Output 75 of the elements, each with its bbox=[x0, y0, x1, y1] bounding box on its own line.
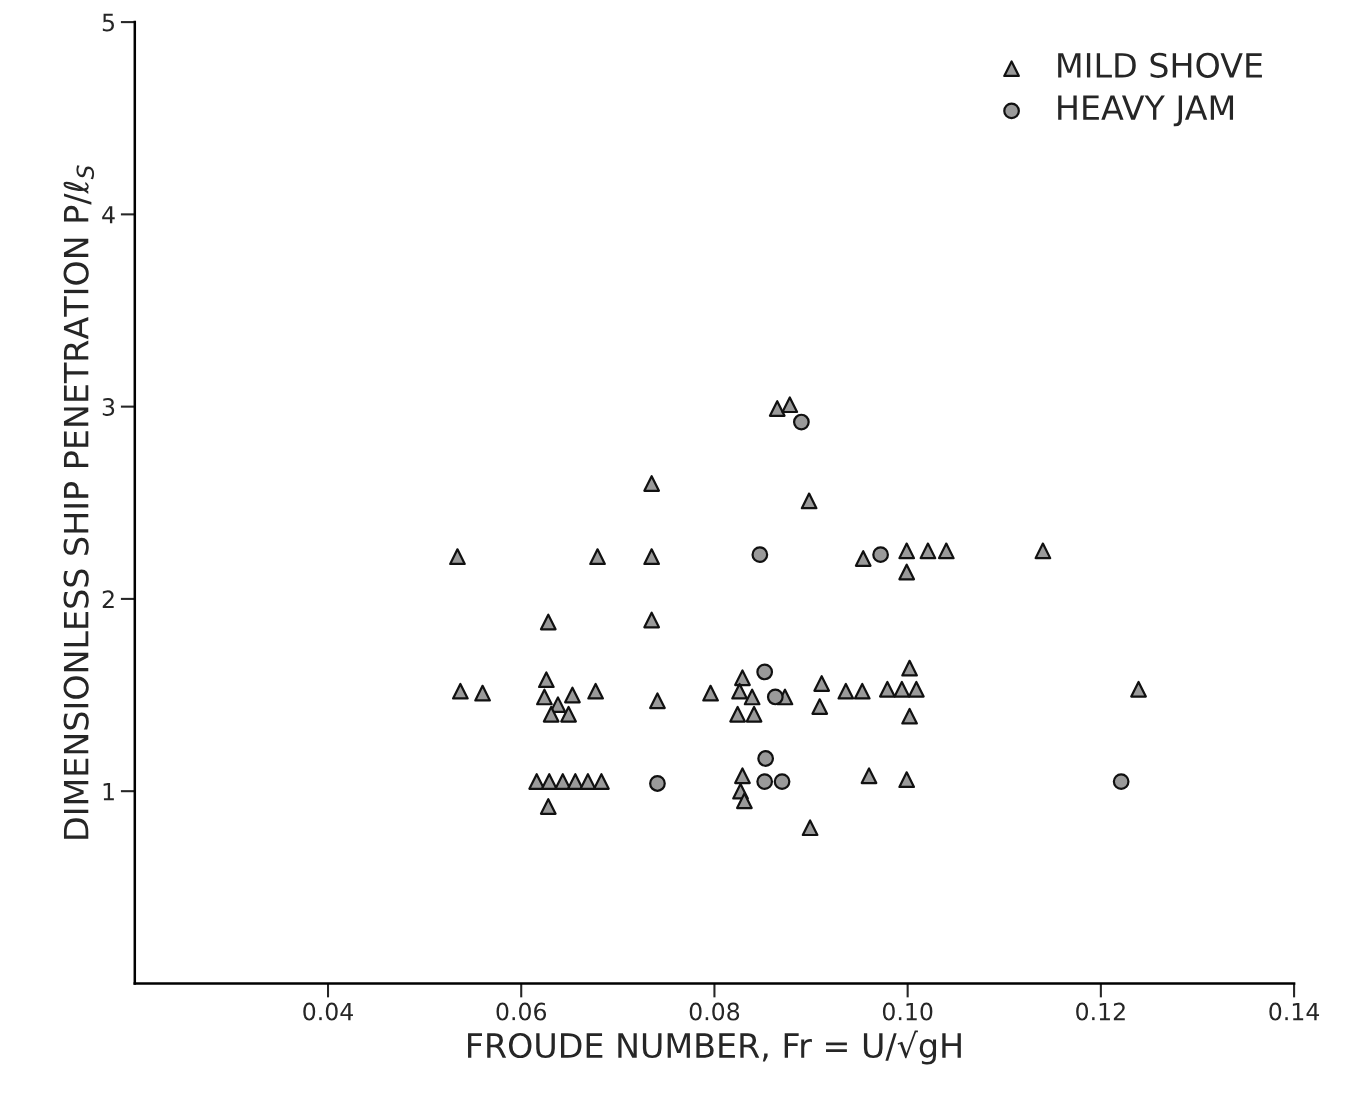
point bbox=[773, 773, 791, 790]
point bbox=[564, 686, 581, 704]
y-axis-title: DIMENSIONLESS SHIP PENETRATION P/ℓ$_{S}$ bbox=[63, 165, 95, 839]
point bbox=[937, 542, 955, 560]
point bbox=[542, 705, 560, 723]
point bbox=[643, 475, 661, 492]
x-tick-label: 0.10 bbox=[882, 1002, 933, 1021]
point bbox=[735, 792, 753, 810]
legend-label: HEAVY JAM bbox=[1058, 95, 1234, 127]
x-tick-label: 0.14 bbox=[1269, 1002, 1320, 1021]
x-tick-label: 0.12 bbox=[1076, 1002, 1125, 1021]
point bbox=[745, 705, 763, 723]
point bbox=[474, 684, 491, 702]
point bbox=[756, 663, 774, 681]
point bbox=[560, 705, 577, 723]
x-tick-label: 0.06 bbox=[496, 1002, 547, 1021]
point bbox=[792, 413, 810, 431]
point bbox=[1130, 680, 1147, 698]
y-tick-label: 4 bbox=[102, 206, 115, 224]
point bbox=[539, 798, 557, 815]
point bbox=[593, 773, 610, 790]
point bbox=[756, 773, 774, 790]
y-tick-label: 5 bbox=[102, 13, 114, 32]
x-axis-title: FROUDE NUMBER, Fr = U/√gH bbox=[468, 1030, 961, 1065]
point bbox=[766, 688, 784, 706]
point bbox=[811, 698, 829, 715]
point bbox=[898, 563, 916, 581]
point bbox=[579, 773, 597, 790]
point bbox=[854, 550, 872, 567]
point bbox=[643, 548, 661, 565]
x-tick-label: 0.08 bbox=[689, 1002, 740, 1021]
point bbox=[751, 546, 769, 564]
point bbox=[781, 396, 799, 414]
x-tick-label: 0.04 bbox=[303, 1002, 353, 1021]
point bbox=[589, 548, 606, 565]
point bbox=[898, 542, 916, 560]
point bbox=[649, 775, 666, 792]
point bbox=[901, 659, 918, 677]
point bbox=[587, 682, 605, 700]
point bbox=[731, 682, 748, 700]
point bbox=[566, 773, 584, 790]
point bbox=[702, 684, 719, 702]
point bbox=[893, 680, 911, 698]
point bbox=[743, 688, 761, 706]
point bbox=[768, 400, 786, 417]
point bbox=[536, 688, 553, 706]
point bbox=[451, 682, 469, 700]
point bbox=[449, 548, 466, 565]
point bbox=[734, 767, 751, 785]
point bbox=[901, 707, 918, 725]
point bbox=[872, 546, 889, 564]
point bbox=[729, 705, 747, 723]
point bbox=[643, 611, 661, 629]
point bbox=[898, 771, 916, 789]
point bbox=[919, 542, 937, 560]
point bbox=[800, 492, 818, 510]
y-tick-label: 1 bbox=[103, 782, 114, 801]
y-tick-label: 3 bbox=[102, 398, 115, 416]
point bbox=[837, 682, 855, 700]
point bbox=[878, 680, 896, 698]
y-tick-label: 2 bbox=[102, 590, 114, 608]
point bbox=[801, 819, 819, 837]
point bbox=[649, 692, 666, 710]
point bbox=[1112, 773, 1130, 790]
legend-label: MILD SHOVE bbox=[1058, 52, 1262, 78]
point bbox=[907, 680, 925, 698]
point bbox=[1034, 542, 1052, 560]
point bbox=[540, 773, 558, 790]
point bbox=[734, 669, 751, 687]
point bbox=[757, 750, 775, 767]
point bbox=[537, 671, 555, 689]
point bbox=[539, 613, 557, 631]
point bbox=[860, 767, 878, 785]
point bbox=[853, 682, 871, 700]
point bbox=[813, 675, 831, 692]
